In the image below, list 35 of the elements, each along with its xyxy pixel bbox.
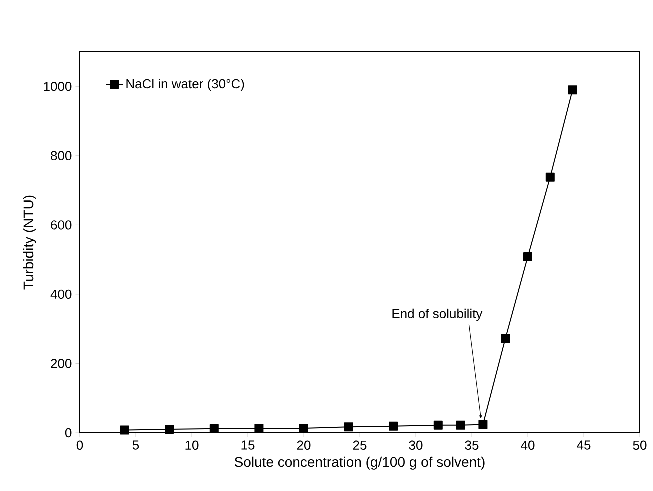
x-tick-label: 10 [186, 440, 199, 450]
point [501, 334, 510, 344]
y-tick-label: 800 [51, 151, 72, 161]
point [524, 252, 532, 262]
x-tick-label: 25 [353, 440, 367, 450]
x-tick-label: 50 [633, 440, 647, 450]
x-tick-label: 40 [521, 440, 535, 450]
x-tick-label: 35 [465, 440, 479, 450]
y-tick-label: 600 [51, 220, 72, 230]
y-tick-label: 1000 [44, 82, 72, 92]
y-tick-label: 400 [50, 290, 72, 300]
x-tick-label: 45 [577, 440, 591, 450]
legend-label: NaCl in water (30°C) [126, 79, 244, 92]
x-tick-label: 5 [132, 440, 140, 450]
y-axis-title: Turbidity (NTU) [23, 196, 36, 290]
point [300, 424, 309, 433]
point [389, 422, 398, 431]
point [434, 420, 443, 430]
y-tick-label: 200 [51, 359, 72, 368]
point [165, 425, 174, 434]
point [254, 424, 264, 433]
point [568, 86, 578, 95]
point [344, 422, 354, 432]
x-tick-label: 15 [242, 440, 255, 450]
annotation: End of solubility [392, 308, 483, 322]
x-tick-label: 0 [76, 440, 84, 450]
x-tick-label: 20 [297, 440, 311, 450]
point [120, 426, 130, 435]
x-axis-title: Solute concentration (g/100 g of solvent) [234, 456, 485, 470]
y-tick-label: 0 [65, 428, 72, 438]
point [478, 420, 488, 430]
point [456, 420, 466, 430]
x-tick-label: 30 [409, 440, 423, 450]
point [546, 172, 555, 182]
point [210, 424, 219, 434]
